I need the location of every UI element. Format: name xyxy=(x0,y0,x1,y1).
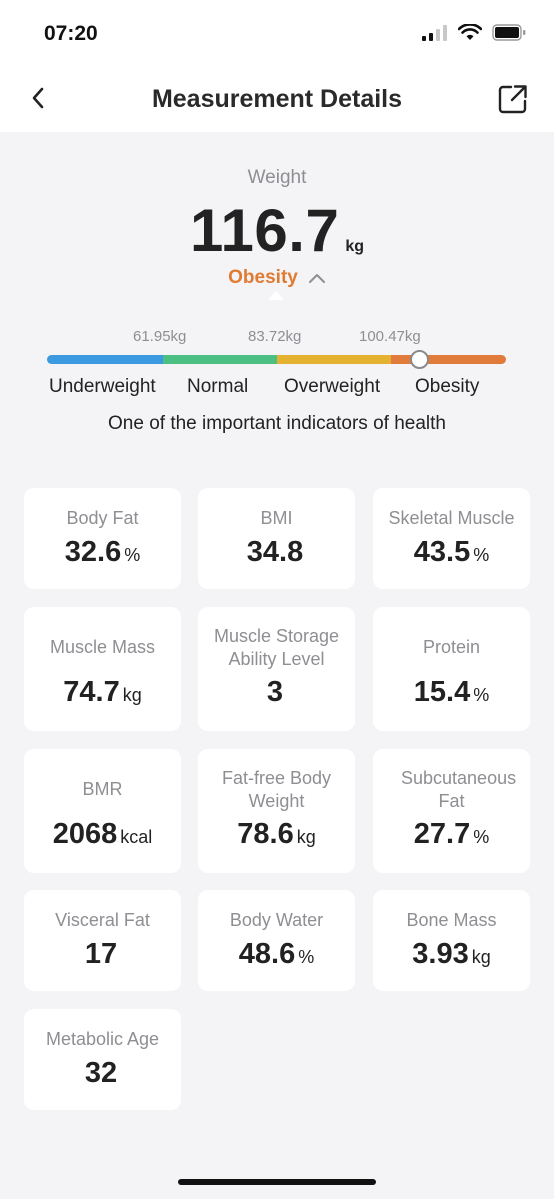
battery-icon xyxy=(492,24,526,41)
scale-segment-underweight xyxy=(47,355,163,364)
back-button[interactable] xyxy=(22,82,54,114)
category-underweight: Underweight xyxy=(49,376,156,397)
metric-label: Muscle Storage Ability Level xyxy=(213,626,340,669)
metric-unit: % xyxy=(473,685,490,705)
metric-value-row: 74.7 kg xyxy=(24,676,181,709)
metric-value-row: 27.7% xyxy=(373,818,530,851)
scale-segment-obesity xyxy=(391,355,506,364)
scale-segment-overweight xyxy=(277,355,391,364)
metric-label: BMR xyxy=(82,779,123,799)
weight-status-toggle[interactable]: Obesity xyxy=(0,267,554,289)
metric-card-skeletal-muscle[interactable]: Skeletal Muscle 43.5% xyxy=(373,488,530,589)
wifi-icon xyxy=(458,24,482,40)
metric-value-row: 3 xyxy=(198,676,355,709)
metric-card-bone-mass[interactable]: Bone Mass 3.93 kg xyxy=(373,890,530,991)
metric-label: Skeletal Muscle xyxy=(388,508,515,528)
metric-card-protein[interactable]: Protein 15.4% xyxy=(373,607,530,731)
metric-card-muscle-mass[interactable]: Muscle Mass 74.7 kg xyxy=(24,607,181,731)
metric-card-subcutaneous-fat[interactable]: Subcutaneous Fat 27.7% xyxy=(373,749,530,873)
home-indicator[interactable] xyxy=(178,1179,376,1185)
weight-marker xyxy=(410,350,429,369)
metric-unit: kg xyxy=(471,947,491,967)
metric-value: 17 xyxy=(84,938,118,970)
chevron-left-icon xyxy=(32,87,44,109)
metric-card-muscle-storage[interactable]: Muscle Storage Ability Level 3 xyxy=(198,607,355,731)
metric-value: 74.7 xyxy=(63,676,120,708)
metric-card-fat-free-weight[interactable]: Fat-free Body Weight 78.6 kg xyxy=(198,749,355,873)
metric-unit: kg xyxy=(296,827,316,847)
signal-icon xyxy=(422,24,447,41)
metric-value: 34.8 xyxy=(246,536,304,568)
threshold-2: 83.72kg xyxy=(248,328,302,345)
metric-unit: % xyxy=(473,545,490,565)
top-bar: 07:20 Measurement Details xyxy=(0,0,554,132)
metric-label: Fat-free Body Weight xyxy=(221,768,332,811)
metric-card-body-water[interactable]: Body Water 48.6% xyxy=(198,890,355,991)
share-icon xyxy=(498,85,527,114)
share-button[interactable] xyxy=(496,82,530,116)
metric-value: 78.6 xyxy=(237,818,294,850)
metric-unit: % xyxy=(298,947,315,967)
status-time: 07:20 xyxy=(44,22,98,45)
metric-label: Bone Mass xyxy=(406,910,497,930)
weight-status: Obesity xyxy=(228,267,298,288)
metric-value: 15.4 xyxy=(413,676,471,708)
weight-scale-bar xyxy=(47,355,506,364)
metric-label: Metabolic Age xyxy=(45,1029,160,1049)
metric-unit: % xyxy=(124,545,141,565)
page-title: Measurement Details xyxy=(151,85,403,113)
metric-value: 43.5 xyxy=(413,536,471,568)
category-obesity: Obesity xyxy=(415,376,480,397)
metric-unit: % xyxy=(473,827,490,847)
status-icons xyxy=(422,24,526,41)
metric-unit: kcal xyxy=(120,827,153,847)
metric-value: 2068 xyxy=(52,818,118,850)
metric-value-row: 2068 kcal xyxy=(24,818,181,851)
metric-value-row: 34.8 xyxy=(198,536,355,569)
health-hint: One of the important indicators of healt… xyxy=(108,413,446,434)
metric-value: 27.7 xyxy=(413,818,471,850)
metric-value: 32 xyxy=(84,1057,118,1089)
threshold-3: 100.47kg xyxy=(359,328,421,345)
weight-unit: kg xyxy=(345,238,364,255)
metric-value: 3 xyxy=(266,676,284,708)
chevron-up-icon xyxy=(308,273,325,283)
metric-value-row: 32.6% xyxy=(24,536,181,569)
metric-value-row: 43.5% xyxy=(373,536,530,569)
metric-value-row: 32 xyxy=(24,1057,181,1090)
pointer-caret xyxy=(268,291,284,300)
weight-label: Weight xyxy=(247,167,307,188)
metric-card-visceral-fat[interactable]: Visceral Fat 17 xyxy=(24,890,181,991)
metric-value-row: 15.4% xyxy=(373,676,530,709)
metric-value: 48.6 xyxy=(238,938,296,970)
metric-value: 32.6 xyxy=(64,536,122,568)
scale-segment-normal xyxy=(163,355,277,364)
weight-value: 116.7 xyxy=(189,197,340,264)
metric-label: Body Fat xyxy=(66,508,139,528)
category-overweight: Overweight xyxy=(284,376,381,397)
metric-value-row: 78.6 kg xyxy=(198,818,355,851)
metric-unit: kg xyxy=(122,685,142,705)
metric-card-body-fat[interactable]: Body Fat 32.6% xyxy=(24,488,181,589)
metric-label: Subcutaneous Fat xyxy=(401,768,517,811)
weight-readout: 116.7 kg xyxy=(0,196,554,265)
metric-card-bmi[interactable]: BMI 34.8 xyxy=(198,488,355,589)
metric-label: Protein xyxy=(422,637,481,657)
metric-card-bmr[interactable]: BMR 2068 kcal xyxy=(24,749,181,873)
metric-label: Visceral Fat xyxy=(55,910,150,930)
metric-value-row: 17 xyxy=(24,938,181,971)
metric-label: Muscle Mass xyxy=(49,637,156,657)
threshold-1: 61.95kg xyxy=(133,328,187,345)
metric-value: 3.93 xyxy=(412,938,469,970)
metric-label: Body Water xyxy=(229,910,324,930)
metric-label: BMI xyxy=(260,508,293,528)
category-normal: Normal xyxy=(187,376,249,397)
metric-card-metabolic-age[interactable]: Metabolic Age 32 xyxy=(24,1009,181,1110)
metric-value-row: 3.93 kg xyxy=(373,938,530,971)
metric-value-row: 48.6% xyxy=(198,938,355,971)
